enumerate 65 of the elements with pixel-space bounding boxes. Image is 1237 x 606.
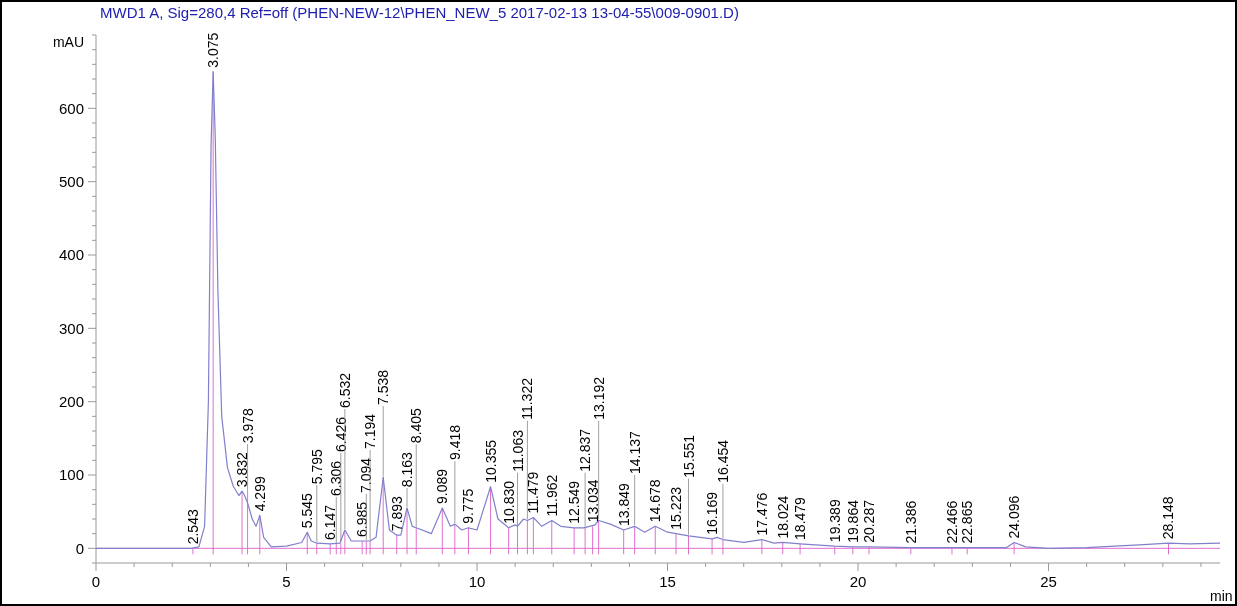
annotation: 3.978 [239, 407, 256, 444]
annotation: 13.849 [615, 482, 632, 526]
x-axis-title: min [1210, 588, 1233, 604]
annotation: 11.479 [525, 471, 542, 514]
annotation: 19.864 [844, 499, 861, 543]
annotation: 3.832 [234, 451, 251, 488]
annotation: 10.830 [500, 480, 517, 524]
y-tick-label: 300 [58, 319, 84, 337]
annotation: 7.538 [375, 369, 392, 405]
y-tick-label: 500 [58, 172, 84, 190]
annotation: 22.466 [943, 500, 960, 544]
annotation: 18.024 [774, 495, 791, 539]
y-tick-label: 0 [75, 539, 84, 557]
annotation: 16.454 [714, 439, 731, 483]
x-tick-label: 0 [91, 573, 101, 590]
annotation: 6.985 [354, 501, 371, 537]
annotation: 21.386 [902, 500, 919, 544]
annotation: 22.865 [959, 500, 976, 544]
annotation: 9.775 [460, 488, 477, 524]
annotation: 8.163 [399, 451, 416, 488]
annotation: 12.837 [577, 428, 594, 472]
annotation: 8.405 [408, 407, 425, 444]
annotation: 20.287 [860, 499, 877, 543]
annotation: 18.479 [792, 496, 809, 540]
x-tick-label: 25 [1040, 573, 1057, 590]
y-tick-label: 100 [58, 466, 84, 484]
x-tick-label: 10 [468, 573, 486, 590]
x-tick-label: 5 [282, 573, 291, 590]
annotation: 28.148 [1160, 496, 1177, 540]
annotation: 6.147 [322, 504, 339, 540]
annotation: 14.137 [626, 430, 643, 474]
annotation: 11.962 [543, 474, 560, 517]
annotation: 6.532 [336, 372, 353, 408]
annotation: 10.355 [482, 439, 499, 483]
annotation: 7.094 [358, 457, 375, 493]
annotation: 7.194 [362, 413, 379, 449]
y-tick-label: 200 [58, 392, 84, 410]
annotation: 4.299 [251, 476, 268, 512]
annotation: 11.063 [509, 429, 526, 472]
annotation: 3.075 [205, 32, 222, 68]
annotation: 15.223 [668, 486, 685, 530]
annotation: 24.096 [1006, 495, 1023, 539]
annotation: 2.543 [184, 509, 201, 545]
annotation: 5.545 [299, 492, 316, 529]
annotation: 9.089 [434, 468, 451, 504]
y-axis-title: mAU [52, 34, 84, 50]
annotation: 14.678 [647, 479, 664, 523]
annotation: 6.426 [332, 416, 349, 452]
annotation: 12.549 [566, 480, 583, 524]
annotation: 11.322 [519, 377, 536, 420]
annotation: 6.306 [328, 460, 345, 496]
annotation: 19.389 [826, 499, 843, 543]
chart-title: MWD1 A, Sig=280,4 Ref=off (PHEN-NEW-12\PHEN_NEW_5 2017-02-13 13-04-55\009-0901.D) [100, 4, 739, 21]
x-tick-label: 15 [659, 573, 676, 590]
annotation: 13.034 [584, 479, 601, 523]
annotation: 15.551 [680, 434, 697, 478]
annotation: 13.192 [590, 376, 607, 420]
annotation: 9.418 [446, 424, 463, 460]
annotation: 7.893 [388, 495, 405, 532]
x-tick-label: 20 [849, 573, 867, 590]
annotation: 16.169 [704, 491, 721, 535]
annotation: 5.795 [308, 448, 325, 485]
y-tick-label: 400 [58, 246, 84, 264]
annotation: 17.476 [753, 492, 770, 536]
y-tick-label: 600 [58, 99, 84, 117]
